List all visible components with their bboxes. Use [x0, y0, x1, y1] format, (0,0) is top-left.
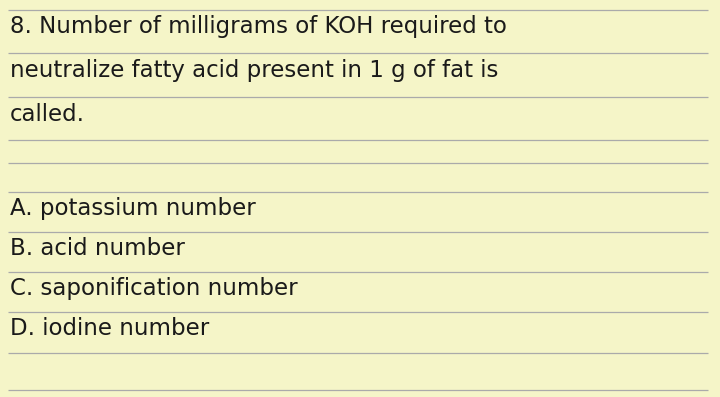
Text: C. saponification number: C. saponification number — [10, 277, 297, 300]
Text: neutralize fatty acid present in 1 g of fat is: neutralize fatty acid present in 1 g of … — [10, 59, 498, 82]
Text: A. potassium number: A. potassium number — [10, 197, 256, 220]
Text: D. iodine number: D. iodine number — [10, 317, 210, 340]
Text: B. acid number: B. acid number — [10, 237, 185, 260]
Text: called.: called. — [10, 103, 85, 126]
Text: 8. Number of milligrams of KOH required to: 8. Number of milligrams of KOH required … — [10, 15, 507, 38]
